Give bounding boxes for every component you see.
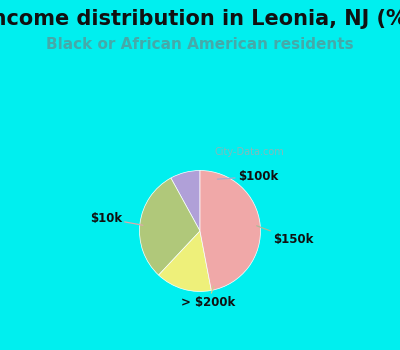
Wedge shape	[158, 231, 211, 292]
Text: $100k: $100k	[217, 170, 278, 183]
Wedge shape	[200, 170, 260, 290]
Wedge shape	[140, 178, 200, 275]
Text: Black or African American residents: Black or African American residents	[46, 37, 354, 52]
Text: $150k: $150k	[257, 226, 314, 246]
Text: > $200k: > $200k	[181, 286, 236, 309]
Text: Income distribution in Leonia, NJ (%): Income distribution in Leonia, NJ (%)	[0, 9, 400, 29]
Text: $10k: $10k	[90, 212, 143, 225]
Wedge shape	[171, 170, 200, 231]
Text: City-Data.com: City-Data.com	[214, 147, 284, 157]
